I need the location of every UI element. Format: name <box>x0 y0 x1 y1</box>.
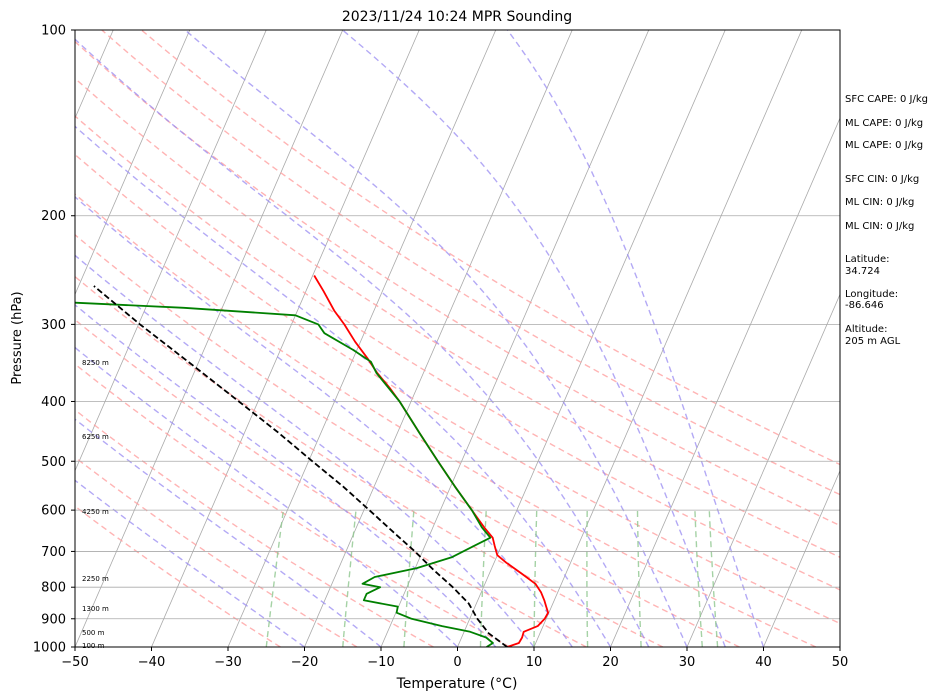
x-tick-label: −30 <box>214 655 241 670</box>
height-labels: 100 m 500 m 1300 m 2250 m 4250 m 6250 m 8250 m <box>82 359 109 650</box>
dry-adiabat-line <box>75 193 817 647</box>
moist-adiabat-line <box>184 30 688 647</box>
y-tick-label: 800 <box>41 581 66 596</box>
sfc-cape-text: SFC CAPE: 0 J/kg <box>845 94 928 105</box>
moist-adiabat-line <box>75 196 573 647</box>
x-tick-label: 10 <box>526 655 543 670</box>
altitude-value: 205 m AGL <box>845 336 901 347</box>
moist-adiabat-line <box>75 418 382 647</box>
dry-adiabat-line <box>75 40 840 527</box>
moist-adiabat-line <box>75 38 650 647</box>
moist-adiabat-line <box>75 303 497 647</box>
ml-cape-text-2: ML CAPE: 0 J/kg <box>845 140 923 151</box>
height-label: 2250 m <box>82 575 109 583</box>
dry-adiabat-line <box>101 30 840 496</box>
y-tick-label: 200 <box>41 209 66 224</box>
longitude-value: -86.646 <box>845 300 884 311</box>
height-label: 100 m <box>82 642 105 650</box>
dry-adiabat-line <box>75 153 840 625</box>
dry-adiabat-line <box>75 505 281 647</box>
x-tick-label: −50 <box>61 655 88 670</box>
y-tick-label: 600 <box>41 504 66 519</box>
y-tick-label: 1000 <box>33 641 66 656</box>
dry-adiabat-lines <box>75 30 840 647</box>
dry-adiabat-line <box>75 77 840 559</box>
temperature-profile-line <box>313 275 549 647</box>
isotherm-line <box>75 30 191 296</box>
y-tick-label: 400 <box>41 395 66 410</box>
x-axis-label: Temperature (°C) <box>396 676 518 692</box>
dry-adiabat-line <box>140 30 840 466</box>
x-tick-label: 50 <box>832 655 849 670</box>
height-label: 6250 m <box>82 433 109 441</box>
isotherm-line <box>75 30 267 472</box>
isotherm-line <box>304 30 573 647</box>
sfc-cin-text: SFC CIN: 0 J/kg <box>845 174 919 185</box>
moist-adiabat-line <box>506 30 765 647</box>
sounding-series <box>75 275 549 647</box>
moist-adiabat-line <box>75 479 305 647</box>
height-label: 1300 m <box>82 605 109 613</box>
moist-adiabat-line <box>75 346 458 647</box>
dry-adiabat-line <box>75 363 511 647</box>
isotherm-grid <box>75 30 840 647</box>
dry-adiabat-line <box>75 233 740 647</box>
y-tick-label: 300 <box>41 318 66 333</box>
ml-cin-text: ML CIN: 0 J/kg <box>845 197 914 208</box>
dry-adiabat-line <box>75 275 664 647</box>
y-tick-label: 100 <box>41 24 66 39</box>
x-tick-label: 0 <box>453 655 461 670</box>
dewpoint-profile-line <box>75 301 494 647</box>
height-label: 4250 m <box>82 508 109 516</box>
y-axis-label: Pressure (hPa) <box>10 291 25 384</box>
x-tick-label: 20 <box>602 655 619 670</box>
x-tick-label: 40 <box>755 655 772 670</box>
x-tick-label: −40 <box>138 655 165 670</box>
moist-adiabat-line <box>75 125 612 647</box>
sounding-annotations: SFC CAPE: 0 J/kg ML CAPE: 0 J/kg ML CAPE… <box>845 94 928 347</box>
isotherm-line <box>151 30 420 647</box>
y-tick-label: 500 <box>41 455 66 470</box>
moist-adiabat-line <box>75 254 535 647</box>
isotherm-line <box>380 30 650 647</box>
y-tick-label: 900 <box>41 612 66 627</box>
x-tick-label: −10 <box>367 655 394 670</box>
x-tick-label: 30 <box>679 655 696 670</box>
y-axis-ticks: 100 200 300 400 500 600 700 800 900 1000 <box>33 24 75 656</box>
isotherm-line <box>227 30 497 647</box>
mixing-ratio-line <box>403 510 415 647</box>
moist-adiabat-lines <box>75 30 765 647</box>
chart-title: 2023/11/24 10:24 MPR Sounding <box>342 9 572 25</box>
altitude-label: Altitude: <box>845 324 887 335</box>
isotherm-line <box>763 469 840 647</box>
y-tick-label: 700 <box>41 545 66 560</box>
ml-cin-text-2: ML CIN: 0 J/kg <box>845 221 914 232</box>
dry-adiabat-line <box>75 318 587 647</box>
isobar-grid <box>75 30 840 647</box>
x-tick-label: −20 <box>291 655 318 670</box>
dry-adiabat-line <box>75 456 358 647</box>
moist-adiabat-line <box>342 30 726 647</box>
isotherm-line <box>610 117 840 647</box>
dry-adiabat-line <box>75 115 840 591</box>
dry-adiabat-line <box>75 409 434 647</box>
parcel-profile-line <box>93 285 508 647</box>
longitude-label: Longitude: <box>845 289 898 300</box>
latitude-label: Latitude: <box>845 254 890 265</box>
isotherm-line <box>533 30 803 647</box>
latitude-value: 34.724 <box>845 266 880 277</box>
x-axis-ticks: −50 −40 −30 −20 −10 0 10 20 30 40 50 <box>61 647 848 670</box>
height-label: 8250 m <box>82 359 109 367</box>
isotherm-line <box>686 293 840 647</box>
isotherm-line <box>457 30 726 647</box>
mixing-ratio-line <box>265 510 285 647</box>
height-label: 500 m <box>82 629 105 637</box>
mixing-ratio-line <box>586 510 589 647</box>
ml-cape-text: ML CAPE: 0 J/kg <box>845 118 923 129</box>
